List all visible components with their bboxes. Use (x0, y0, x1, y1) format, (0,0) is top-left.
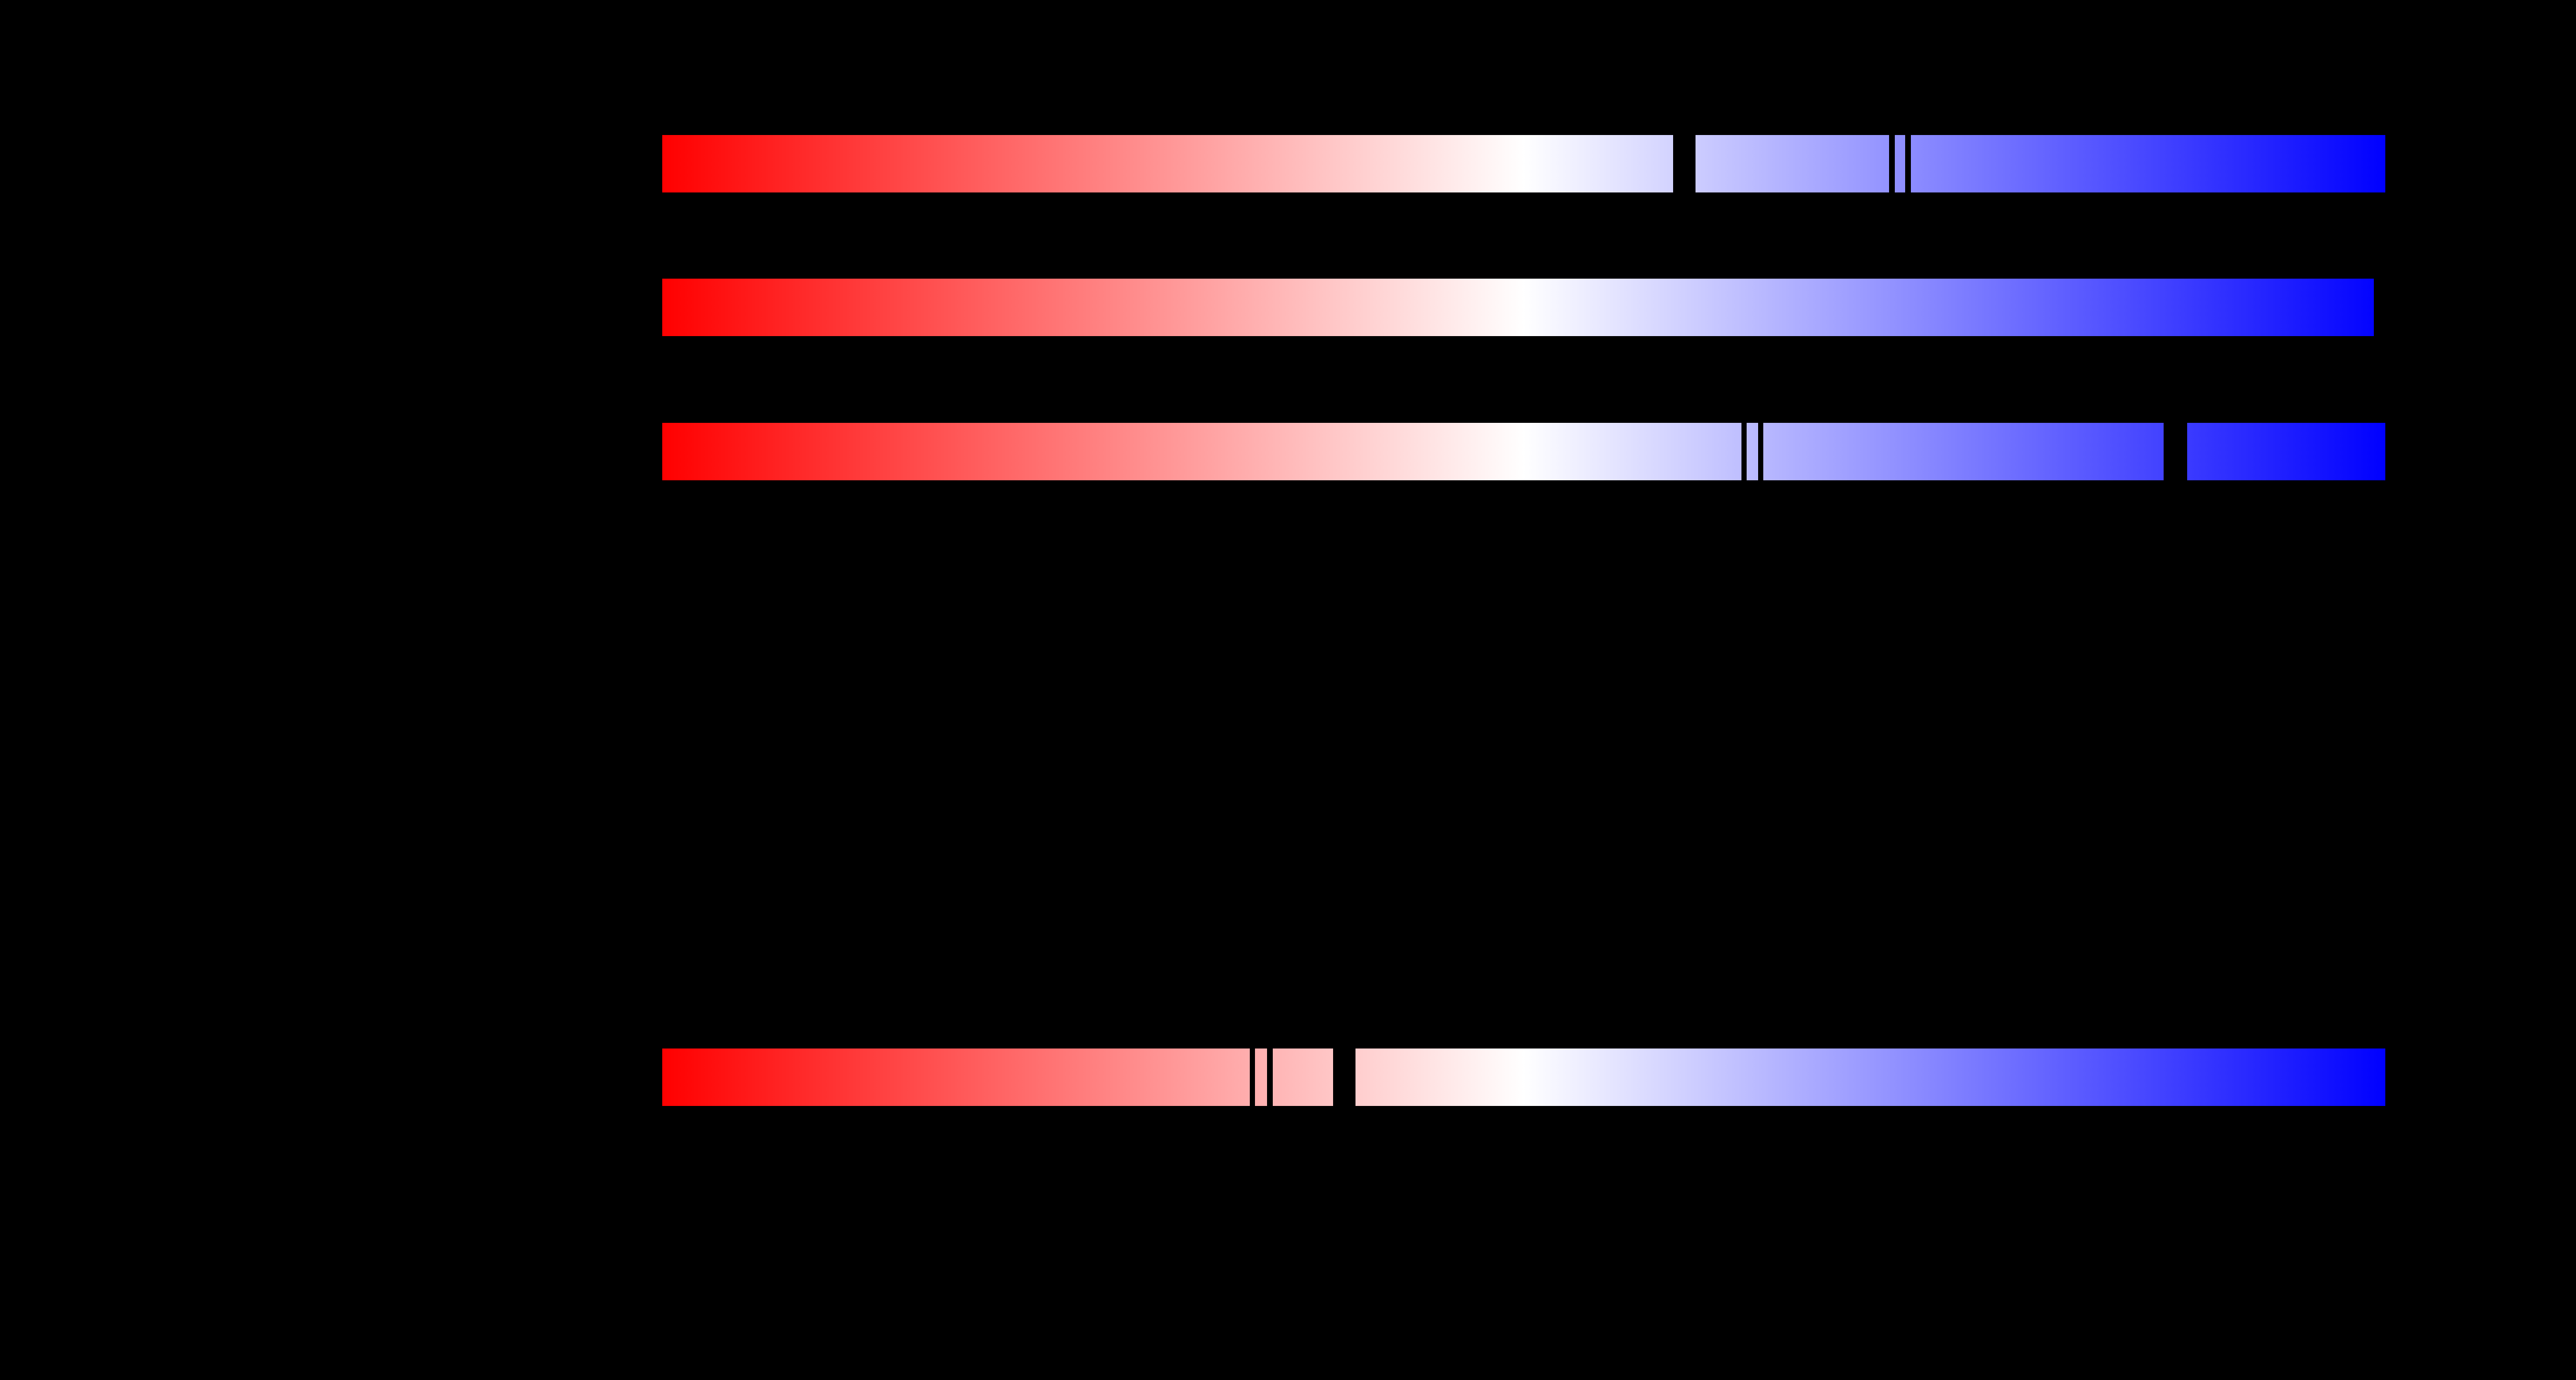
gradient-bar-4 (662, 1047, 2385, 1107)
bar-gap (1673, 134, 1696, 194)
bar-gap (1333, 1047, 1355, 1107)
bar-endcut (2373, 277, 2385, 337)
gradient-bar-2 (662, 277, 2385, 337)
bar-gap (2163, 422, 2187, 481)
bar-tick (1888, 134, 1895, 194)
bar-tick (1741, 422, 1747, 481)
bar-tick (1266, 1047, 1273, 1107)
bar-tick (1758, 422, 1763, 481)
gradient-bar-1 (662, 134, 2385, 194)
gradient-bar-3 (662, 422, 2385, 481)
bar-tick (1905, 134, 1911, 194)
bar-tick (1249, 1047, 1255, 1107)
